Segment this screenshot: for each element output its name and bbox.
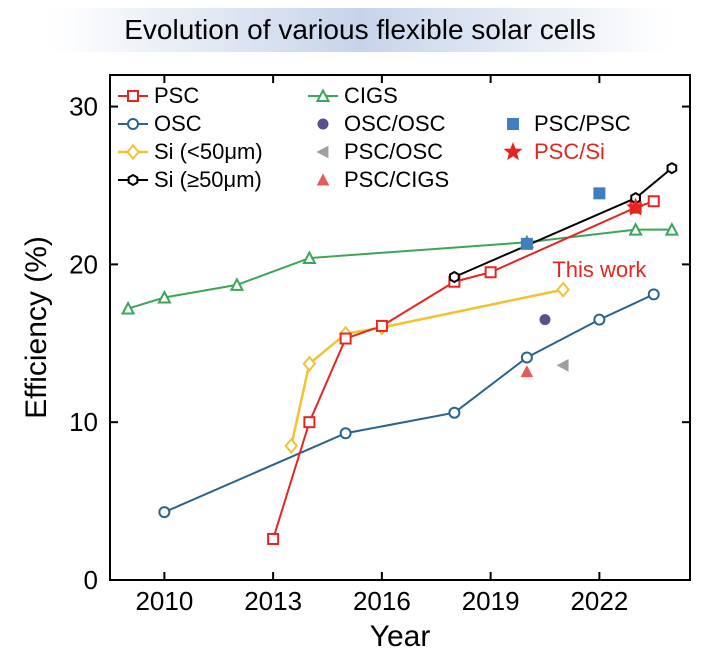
svg-text:2019: 2019: [462, 586, 520, 616]
svg-text:20: 20: [69, 249, 98, 279]
plot-svg: 2010 2013 2016 2019 2022 0 10 20 30 Year Efficienc…: [0, 0, 720, 664]
svg-text:PSC/Si: PSC/Si: [534, 139, 605, 164]
svg-text:Si (<50μm): Si (<50μm): [154, 139, 263, 164]
annotation-this-work: This work: [552, 257, 647, 282]
svg-text:2016: 2016: [353, 586, 411, 616]
svg-text:30: 30: [69, 92, 98, 122]
svg-text:PSC/PSC: PSC/PSC: [534, 111, 631, 136]
svg-text:Si (≥50μm): Si (≥50μm): [154, 167, 262, 192]
svg-text:PSC: PSC: [154, 83, 199, 108]
svg-text:2013: 2013: [244, 586, 302, 616]
svg-text:PSC/CIGS: PSC/CIGS: [344, 167, 449, 192]
y-axis-label: Efficiency (%): [20, 236, 53, 419]
svg-text:2022: 2022: [570, 586, 628, 616]
svg-text:2010: 2010: [135, 586, 193, 616]
chart-title: Evolution of various flexible solar cell…: [124, 14, 596, 46]
svg-text:OSC: OSC: [154, 111, 202, 136]
svg-text:10: 10: [69, 407, 98, 437]
figure: Evolution of various flexible solar cell…: [0, 0, 720, 664]
svg-text:0: 0: [84, 565, 98, 595]
svg-text:OSC/OSC: OSC/OSC: [344, 111, 446, 136]
svg-text:CIGS: CIGS: [344, 83, 398, 108]
x-axis-label: Year: [370, 620, 431, 653]
title-bar: Evolution of various flexible solar cell…: [50, 8, 670, 52]
svg-text:PSC/OSC: PSC/OSC: [344, 139, 443, 164]
